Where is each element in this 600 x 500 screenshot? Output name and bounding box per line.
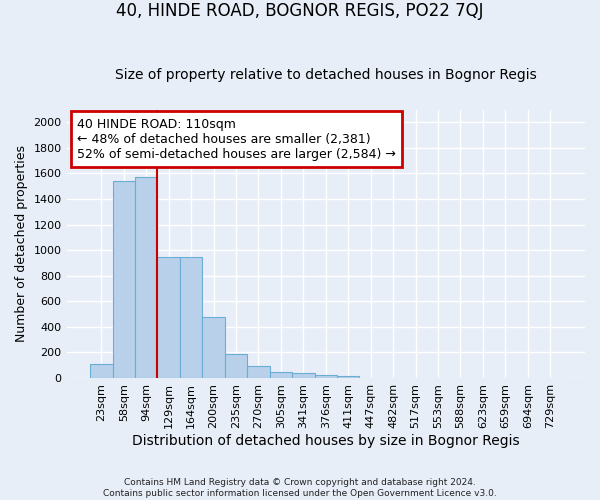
Text: 40 HINDE ROAD: 110sqm
← 48% of detached houses are smaller (2,381)
52% of semi-d: 40 HINDE ROAD: 110sqm ← 48% of detached … <box>77 118 396 160</box>
Bar <box>247 366 269 378</box>
Bar <box>269 372 292 378</box>
Title: Size of property relative to detached houses in Bognor Regis: Size of property relative to detached ho… <box>115 68 536 82</box>
Bar <box>135 178 157 378</box>
Bar <box>90 364 113 378</box>
Bar <box>202 316 225 378</box>
Y-axis label: Number of detached properties: Number of detached properties <box>15 146 28 342</box>
Bar <box>157 256 180 378</box>
Bar <box>337 376 359 378</box>
Bar <box>314 375 337 378</box>
Text: Contains HM Land Registry data © Crown copyright and database right 2024.
Contai: Contains HM Land Registry data © Crown c… <box>103 478 497 498</box>
Bar <box>225 354 247 378</box>
Bar <box>292 374 314 378</box>
Text: 40, HINDE ROAD, BOGNOR REGIS, PO22 7QJ: 40, HINDE ROAD, BOGNOR REGIS, PO22 7QJ <box>116 2 484 21</box>
Bar <box>113 181 135 378</box>
X-axis label: Distribution of detached houses by size in Bognor Regis: Distribution of detached houses by size … <box>132 434 520 448</box>
Bar <box>180 256 202 378</box>
